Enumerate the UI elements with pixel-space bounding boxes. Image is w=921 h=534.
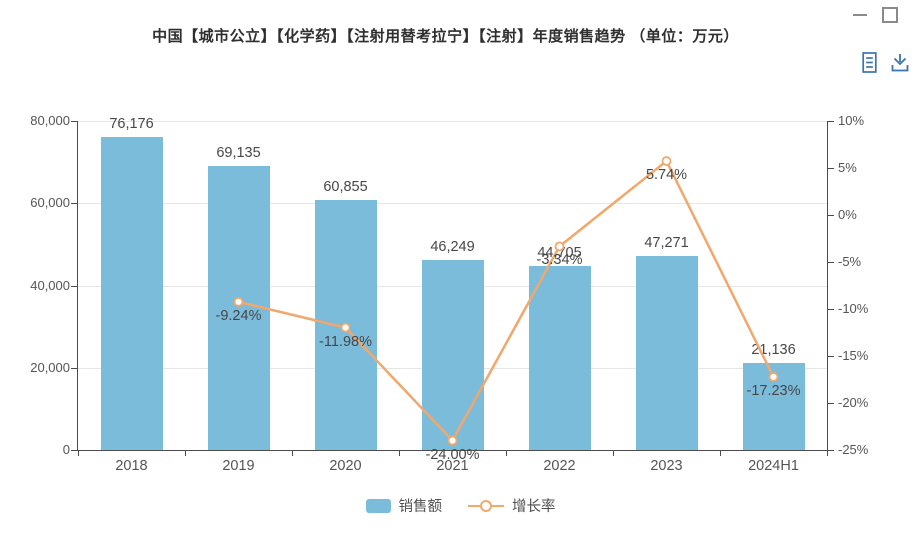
y-axis-left-label: 0 (62, 442, 70, 457)
download-icon[interactable] (890, 51, 910, 79)
y-axis-right-tick (828, 403, 834, 404)
bar-series-swatch (365, 498, 391, 513)
bar-value-label: 21,136 (751, 342, 796, 359)
x-axis-tick (720, 451, 721, 456)
y-axis-right-tick (828, 309, 834, 310)
chart-toolbar (860, 51, 910, 79)
x-axis-label-2021: 2021 (436, 458, 469, 474)
y-axis-right-label: -15% (838, 348, 869, 363)
x-axis-label-2023: 2023 (650, 458, 683, 474)
chart-legend: 销售额 增长率 (0, 495, 921, 516)
bar-2022[interactable] (528, 266, 591, 450)
bar-value-label: 60,855 (323, 178, 368, 195)
y-axis-left-label: 20,000 (30, 359, 70, 375)
maximize-button[interactable] (881, 7, 898, 24)
grid-line (78, 203, 827, 205)
y-axis-right-tick (828, 262, 834, 263)
growth-point-2023[interactable] (661, 156, 672, 166)
growth-point-2022[interactable] (554, 241, 565, 252)
bar-2023[interactable] (635, 255, 698, 450)
y-axis-right-label: -20% (838, 395, 869, 410)
y-axis-left-label: 40,000 (30, 277, 70, 293)
window-controls (851, 5, 898, 25)
y-axis-left-label: 60,000 (30, 195, 70, 211)
x-axis-tick (399, 451, 400, 456)
y-axis-right-label: -10% (838, 301, 869, 316)
growth-point-2021[interactable] (447, 435, 458, 446)
maximize-icon (881, 7, 898, 23)
minimize-button[interactable] (851, 7, 868, 24)
bar-value-label: 47,271 (644, 234, 689, 251)
legend-label-sales: 销售额 (398, 499, 443, 515)
bar-2021[interactable] (421, 259, 484, 450)
y-axis-left-label: 80,000 (30, 113, 70, 128)
y-axis-left-tick (71, 203, 77, 205)
bar-2018[interactable] (100, 136, 163, 450)
y-axis-right-tick (828, 215, 834, 216)
chart-title: 中国【城市公立】【化学药】【注射用替考拉宁】【注射】年度销售趋势 （单位：万元） (152, 28, 739, 45)
y-axis-left-tick (71, 367, 77, 369)
y-axis-right-line (827, 121, 828, 451)
y-axis-right-label: 5% (838, 160, 857, 175)
legend-item-sales[interactable]: 销售额 (365, 495, 443, 516)
line-marker-icon (480, 499, 492, 512)
x-axis-tick (827, 451, 828, 456)
y-axis-right-tick (828, 356, 834, 357)
y-axis-left-tick (71, 450, 77, 451)
x-axis-tick (613, 451, 614, 456)
growth-value-label: -11.98% (319, 333, 372, 350)
growth-point-2024H1[interactable] (768, 372, 779, 382)
y-axis-left-tick (71, 121, 77, 122)
x-axis-label-2019: 2019 (222, 458, 255, 474)
legend-item-growth[interactable]: 增长率 (468, 495, 556, 516)
y-axis-left-line (77, 121, 78, 451)
line-series-swatch (468, 499, 504, 512)
y-axis-right-label: -25% (838, 442, 869, 457)
data-view-icon[interactable] (860, 51, 879, 79)
growth-value-label: -24.00% (425, 446, 480, 463)
x-axis-tick (185, 451, 186, 456)
y-axis-right-tick (828, 121, 834, 122)
grid-line (78, 121, 827, 122)
y-axis-right-label: 0% (838, 207, 857, 222)
minimize-icon (852, 14, 867, 16)
x-axis-label-2024H1: 2024H1 (748, 458, 799, 474)
x-axis-tick (292, 451, 293, 456)
bar-value-label: 69,135 (216, 144, 261, 161)
x-axis-tick (506, 451, 507, 456)
bar-value-label: 76,176 (109, 115, 154, 132)
growth-value-label: -17.23% (746, 382, 801, 399)
y-axis-right-tick (828, 450, 834, 451)
growth-value-label: -9.24% (215, 307, 262, 324)
growth-value-label: -3.34% (536, 252, 583, 269)
y-axis-left-tick (71, 285, 77, 287)
x-axis-label-2018: 2018 (115, 458, 148, 474)
x-axis-label-2022: 2022 (543, 458, 576, 474)
y-axis-right-tick (828, 168, 834, 169)
growth-value-label: 5.74% (645, 167, 688, 184)
x-axis-tick (78, 451, 79, 456)
x-axis-line (77, 450, 828, 451)
growth-point-2020[interactable] (340, 322, 351, 333)
x-axis-label-2020: 2020 (329, 458, 362, 474)
growth-point-2019[interactable] (233, 296, 244, 307)
y-axis-right-label: -5% (838, 254, 862, 269)
legend-label-growth: 增长率 (512, 499, 556, 515)
y-axis-right-label: 10% (838, 113, 865, 128)
